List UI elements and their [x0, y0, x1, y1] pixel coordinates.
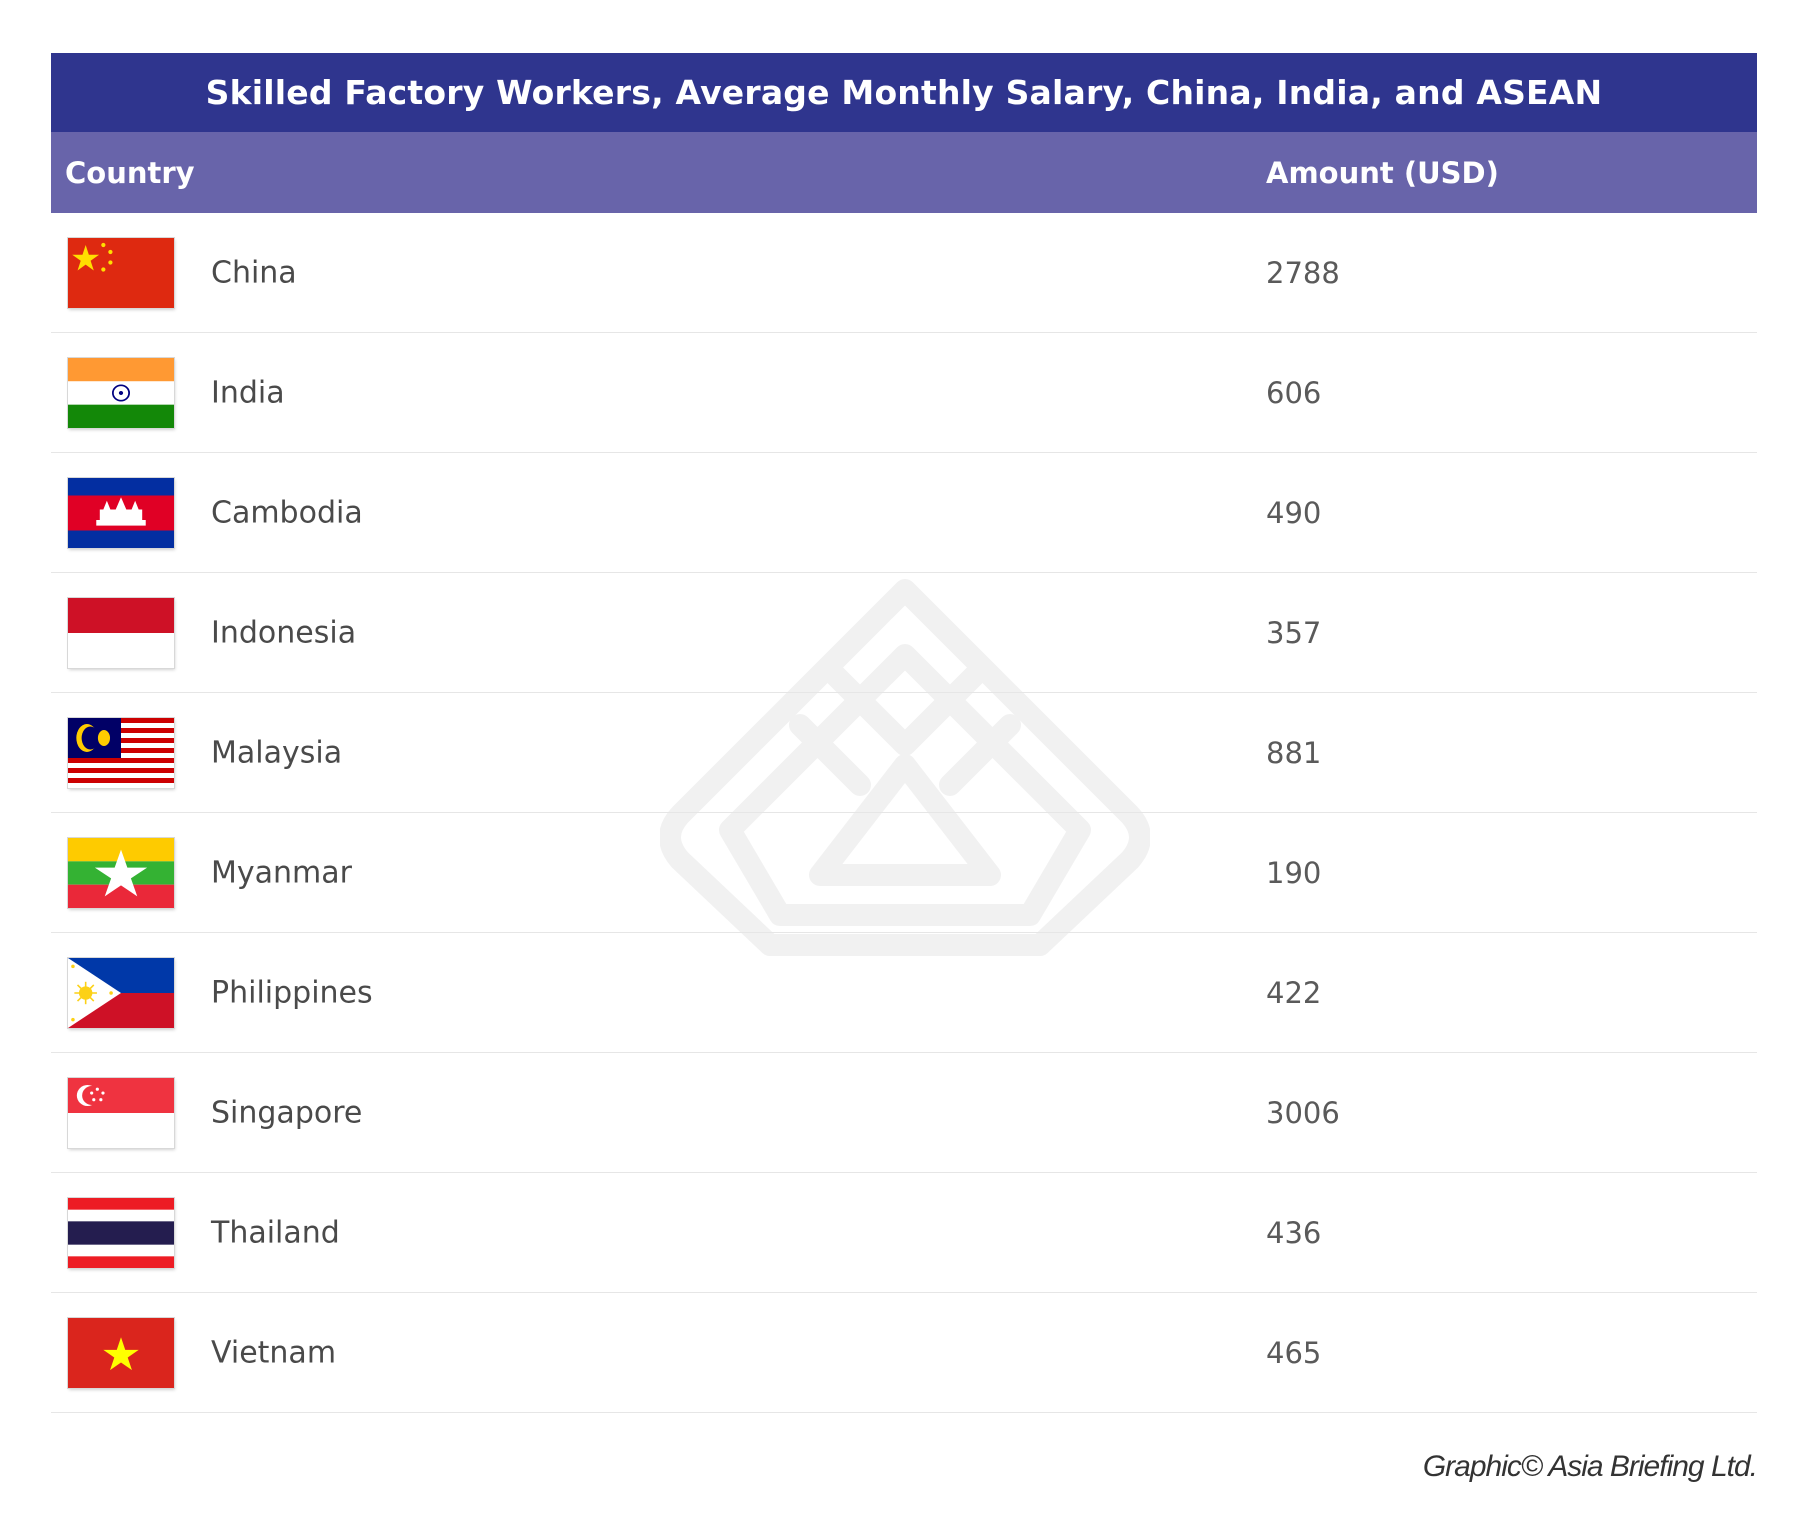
vietnam-flag-icon [68, 1318, 174, 1388]
country-name: Singapore [211, 1095, 363, 1130]
amount-value: 606 [1266, 375, 1322, 410]
amount-value: 490 [1266, 495, 1322, 530]
philippines-flag-icon [68, 958, 174, 1028]
country-name: India [211, 375, 285, 410]
myanmar-flag-icon [68, 838, 174, 908]
salary-table: Skilled Factory Workers, Average Monthly… [51, 53, 1757, 1413]
country-name: Vietnam [211, 1335, 337, 1370]
table-row: China 2788 [51, 213, 1757, 333]
amount-value: 3006 [1266, 1095, 1340, 1130]
india-flag-icon [68, 358, 174, 428]
country-name: Philippines [211, 975, 373, 1010]
thailand-flag-icon [68, 1198, 174, 1268]
table-row: Singapore 3006 [51, 1053, 1757, 1173]
singapore-flag-icon [68, 1078, 174, 1148]
amount-value: 422 [1266, 975, 1322, 1010]
country-name: Cambodia [211, 495, 363, 530]
amount-value: 465 [1266, 1335, 1322, 1370]
amount-value: 2788 [1266, 255, 1340, 290]
country-name: China [211, 255, 297, 290]
indonesia-flag-icon [68, 598, 174, 668]
table-row: Vietnam 465 [51, 1293, 1757, 1413]
china-flag-icon [68, 238, 174, 308]
amount-value: 881 [1266, 735, 1322, 770]
table-row: Indonesia 357 [51, 573, 1757, 693]
cambodia-flag-icon [68, 478, 174, 548]
amount-value: 436 [1266, 1215, 1322, 1250]
country-name: Indonesia [211, 615, 357, 650]
table-row: Myanmar 190 [51, 813, 1757, 933]
table-row: Philippines 422 [51, 933, 1757, 1053]
amount-value: 357 [1266, 615, 1322, 650]
country-name: Malaysia [211, 735, 343, 770]
malaysia-flag-icon [68, 718, 174, 788]
column-header-amount: Amount (USD) [1266, 155, 1499, 190]
table-title: Skilled Factory Workers, Average Monthly… [51, 53, 1757, 132]
column-header-country: Country [65, 155, 195, 190]
amount-value: 190 [1266, 855, 1322, 890]
table-row: Malaysia 881 [51, 693, 1757, 813]
graphic-credit: Graphic© Asia Briefing Ltd. [1422, 1450, 1758, 1483]
table-row: India 606 [51, 333, 1757, 453]
country-name: Thailand [211, 1215, 340, 1250]
table-header: Country Amount (USD) [51, 132, 1757, 213]
country-name: Myanmar [211, 855, 352, 890]
table-row: Thailand 436 [51, 1173, 1757, 1293]
table-row: Cambodia 490 [51, 453, 1757, 573]
